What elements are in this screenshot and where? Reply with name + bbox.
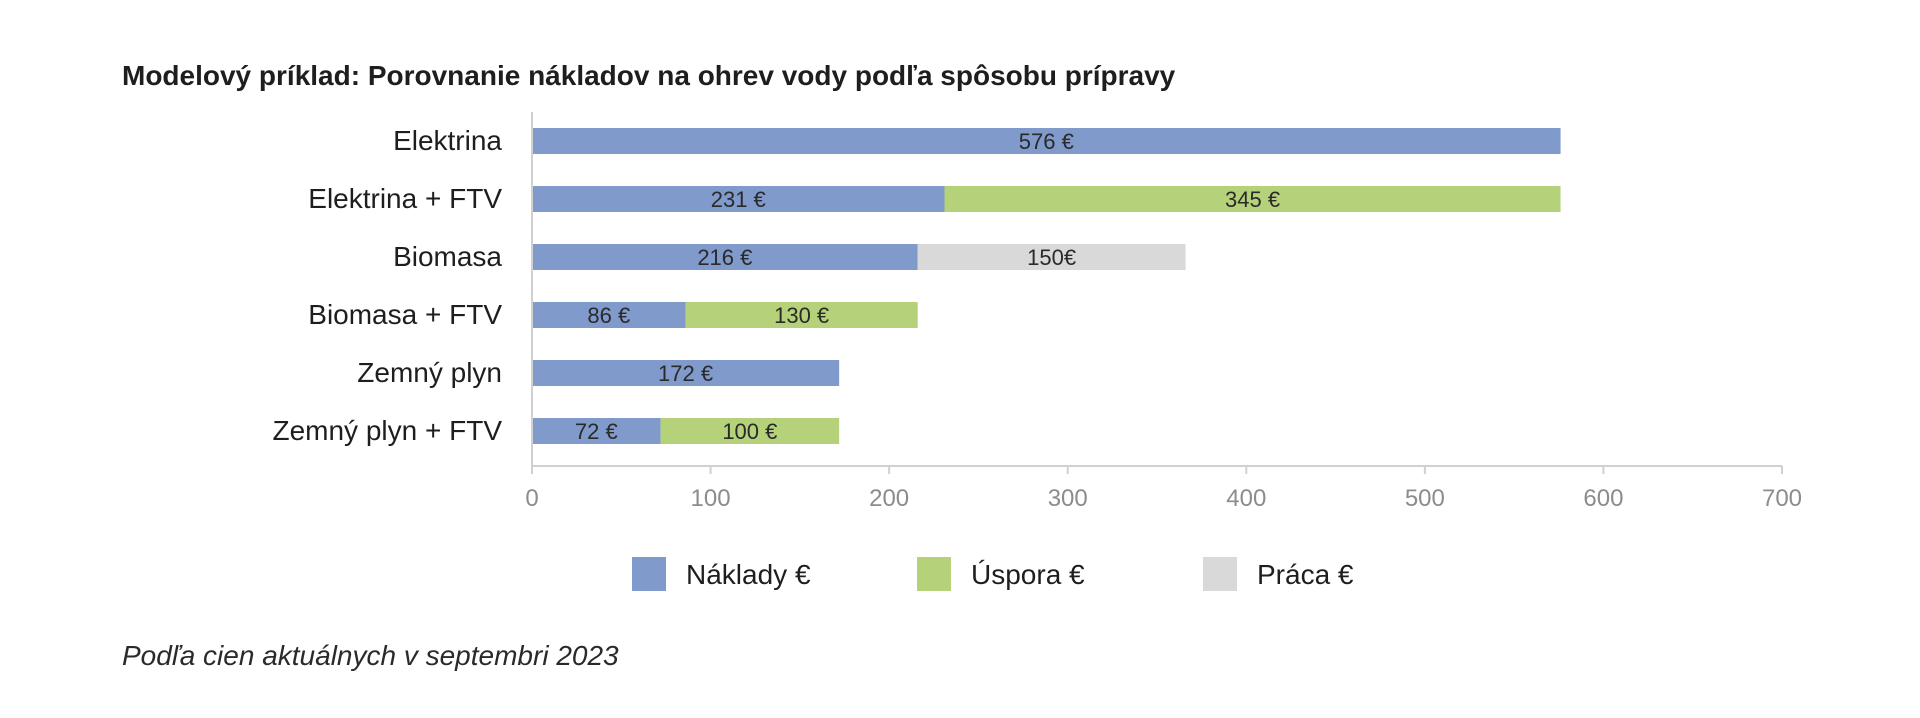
data-label: 100 €	[722, 419, 777, 444]
category-label: Zemný plyn + FTV	[272, 415, 502, 446]
bar-segment	[532, 418, 661, 444]
category-label: Biomasa	[393, 241, 502, 272]
data-label: 172 €	[658, 361, 713, 386]
bar-segment	[660, 418, 840, 444]
bar-segment	[532, 360, 840, 386]
bars-layer: Elektrina 576 € Elektrina + FTV 231 € 345 € B…	[272, 125, 1561, 446]
legend-swatch	[1203, 557, 1237, 591]
bar-segment	[532, 128, 1561, 154]
chart-title: Modelový príklad: Porovnanie nákladov na…	[122, 60, 1176, 91]
legend: Náklady € Úspora € Práca €	[632, 557, 1354, 591]
data-label: 231 €	[711, 187, 766, 212]
bar-segment	[944, 186, 1561, 212]
legend-swatch	[632, 557, 666, 591]
bar-segment	[532, 302, 686, 328]
x-tick-label: 200	[869, 485, 909, 512]
x-tick-label: 300	[1048, 485, 1088, 512]
data-label: 345 €	[1225, 187, 1280, 212]
legend-label: Náklady €	[686, 559, 811, 590]
data-label: 150€	[1027, 245, 1076, 270]
bar-segment	[917, 244, 1186, 270]
bar-segment	[532, 244, 918, 270]
x-tick-label: 500	[1405, 485, 1445, 512]
category-label: Zemný plyn	[357, 357, 502, 388]
legend-label: Práca €	[1257, 559, 1354, 590]
category-label: Elektrina + FTV	[308, 183, 502, 214]
data-label: 86 €	[587, 303, 630, 328]
x-tick-label: 600	[1583, 485, 1623, 512]
legend-swatch	[917, 557, 951, 591]
data-label: 216 €	[697, 245, 752, 270]
x-axis: 0 100 200 300 400 500 600 700	[525, 112, 1802, 512]
data-label: 130 €	[774, 303, 829, 328]
bar-segment	[532, 186, 945, 212]
data-label: 72 €	[575, 419, 618, 444]
data-label: 576 €	[1019, 129, 1074, 154]
legend-label: Úspora €	[971, 559, 1085, 590]
footnote: Podľa cien aktuálnych v septembri 2023	[122, 640, 619, 671]
bar-segment	[685, 302, 918, 328]
x-tick-label: 700	[1762, 485, 1802, 512]
x-tick-label: 0	[525, 485, 538, 512]
x-tick-label: 400	[1226, 485, 1266, 512]
x-tick-label: 100	[691, 485, 731, 512]
category-label: Biomasa + FTV	[308, 299, 502, 330]
category-label: Elektrina	[393, 125, 502, 156]
